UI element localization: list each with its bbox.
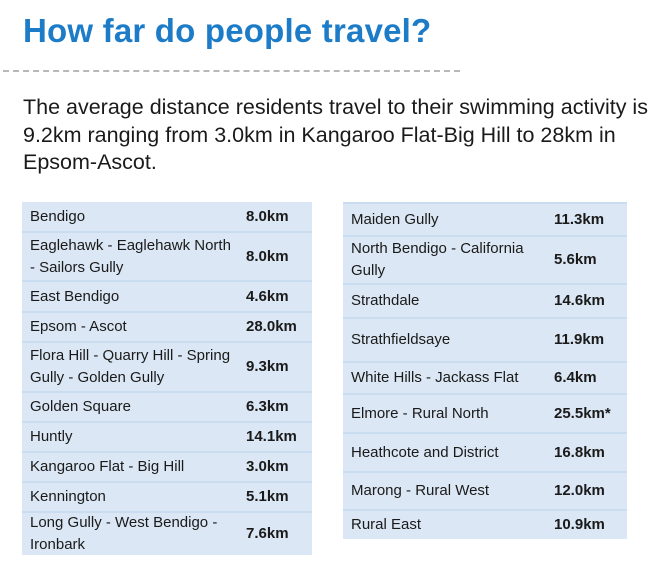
average-distance: 16.8km — [554, 443, 605, 461]
table-row: Kangaroo Flat - Big Hill 3.0km — [22, 453, 312, 481]
table-row: Golden Square 6.3km — [22, 393, 312, 421]
area-name: East Bendigo — [30, 287, 120, 305]
area-name: Huntly — [30, 428, 73, 445]
table-row: Rural East 10.9km — [343, 511, 627, 539]
table-row: North Bendigo - California Gully 5.6km — [343, 237, 627, 283]
table-row: East Bendigo 4.6km — [22, 282, 312, 311]
dashed-divider — [3, 70, 460, 72]
table-row: Strathfieldsaye 11.9km — [343, 319, 627, 361]
average-distance: 5.6km — [554, 251, 597, 268]
area-name: Maiden Gully — [351, 210, 439, 228]
average-distance: 9.3km — [246, 358, 289, 375]
average-distance: 25.5km* — [554, 404, 611, 422]
area-name: White Hills - Jackass Flat — [351, 369, 519, 386]
area-name: Elmore - Rural North — [351, 404, 489, 422]
average-distance: 10.9km — [554, 516, 605, 533]
average-distance: 11.9km — [554, 331, 605, 348]
average-distance: 3.0km — [246, 458, 289, 475]
table-row: Flora Hill - Quarry Hill - Spring Gully … — [22, 343, 312, 391]
area-name: Strathdale — [351, 292, 420, 309]
average-distance: 8.0km — [246, 207, 289, 225]
average-distance: 7.6km — [246, 525, 289, 542]
table-row: White Hills - Jackass Flat 6.4km — [343, 363, 627, 393]
area-name: Bendigo — [30, 207, 86, 225]
average-distance: 6.3km — [246, 398, 289, 415]
area-name: North Bendigo - California Gully — [351, 240, 524, 279]
table-row: Kennington 5.1km — [22, 483, 312, 511]
average-distance: 4.6km — [246, 287, 289, 305]
table-row: Maiden Gully 11.3km — [343, 204, 627, 235]
table-row: Marong - Rural West 12.0km — [343, 473, 627, 509]
table-row: Strathdale 14.6km — [343, 285, 627, 317]
area-name: Heathcote and District — [351, 443, 499, 461]
left-distance-table: Bendigo 8.0km Eaglehawk - Eaglehawk North … — [22, 202, 312, 555]
table-row: Long Gully - West Bendigo - Ironbark 7.6k… — [22, 513, 312, 555]
average-distance: 5.1km — [246, 488, 289, 505]
average-distance: 11.3km — [554, 210, 605, 228]
page-title: How far do people travel? — [23, 12, 432, 49]
table-row: Bendigo 8.0km — [22, 202, 312, 231]
average-distance: 14.1km — [246, 428, 297, 445]
right-distance-table: Maiden Gully 11.3km North Bendigo - Califo… — [343, 202, 627, 539]
average-distance: 8.0km — [246, 247, 289, 265]
average-distance: 12.0km — [554, 482, 605, 499]
table-row: Eaglehawk - Eaglehawk North - Sailors Gu… — [22, 233, 312, 280]
area-name: Strathfieldsaye — [351, 331, 451, 348]
area-name: Marong - Rural West — [351, 482, 490, 499]
area-name: Rural East — [351, 516, 422, 533]
table-row: Elmore - Rural North 25.5km* — [343, 395, 627, 432]
area-name: Kangaroo Flat - Big Hill — [30, 458, 185, 475]
intro-paragraph: The average distance residents travel to… — [23, 95, 648, 174]
area-name: Long Gully - West Bendigo - Ironbark — [30, 514, 218, 553]
table-row: Heathcote and District 16.8km — [343, 434, 627, 471]
area-name: Golden Square — [30, 398, 131, 415]
average-distance: 6.4km — [554, 369, 597, 386]
table-row: Huntly 14.1km — [22, 423, 312, 451]
area-name: Flora Hill - Quarry Hill - Spring Gully … — [30, 347, 231, 386]
average-distance: 14.6km — [554, 292, 605, 309]
area-name: Eaglehawk - Eaglehawk North - Sailors Gu… — [30, 236, 231, 276]
area-name: Epsom - Ascot — [30, 318, 127, 335]
average-distance: 28.0km — [246, 318, 297, 335]
area-name: Kennington — [30, 488, 106, 505]
table-row: Epsom - Ascot 28.0km — [22, 313, 312, 341]
